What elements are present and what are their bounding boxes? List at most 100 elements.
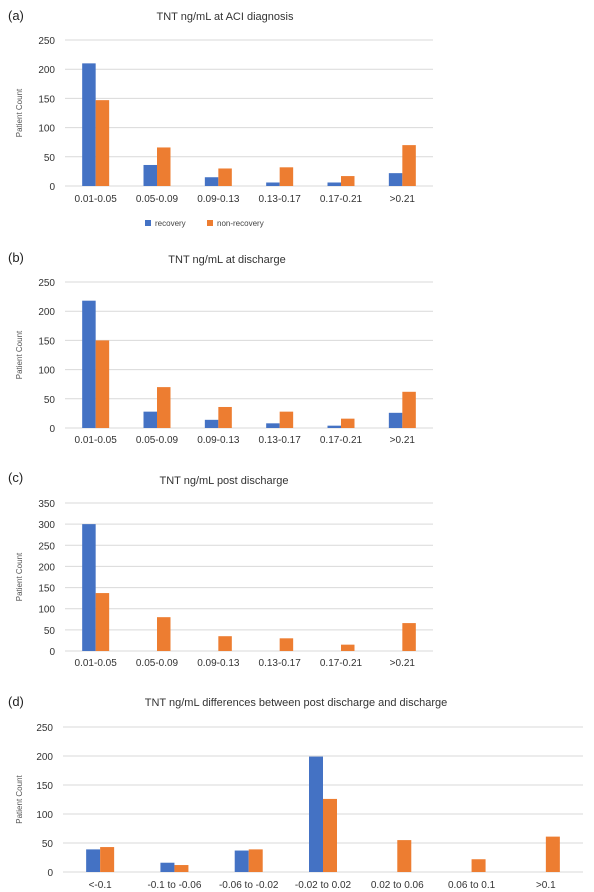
x-tick-label: >0.21 xyxy=(390,194,416,205)
x-tick-label: 0.09-0.13 xyxy=(197,658,240,669)
y-tick-label: 250 xyxy=(38,541,55,552)
y-axis-label: Patient Count xyxy=(15,330,24,379)
x-tick-label: 0.01-0.05 xyxy=(75,658,118,669)
bar-recovery xyxy=(388,412,403,428)
bar-non-recovery xyxy=(341,418,355,428)
x-tick-label: -0.06 to -0.02 xyxy=(219,880,279,891)
x-tick-label: <-0.1 xyxy=(89,880,113,891)
bar-non-recovery xyxy=(279,411,294,428)
y-tick-label: 100 xyxy=(36,810,53,821)
chart-panel-a: (a) TNT ng/mL at ACI diagnosis 0 50 100 150 20… xyxy=(8,8,433,228)
chart-title: TNT ng/mL post discharge xyxy=(159,475,288,487)
bar-recovery xyxy=(86,849,101,872)
bar-non-recovery xyxy=(279,167,294,186)
x-tick-label: 0.01-0.05 xyxy=(75,194,118,205)
x-tick-label: 0.05-0.09 xyxy=(136,194,179,205)
bar-non-recovery xyxy=(100,847,115,872)
y-tick-label: 150 xyxy=(38,94,55,105)
x-tick-label: >0.21 xyxy=(390,435,416,446)
y-tick-label: 0 xyxy=(49,647,55,658)
x-tick-label: 0.09-0.13 xyxy=(197,435,240,446)
y-tick-label: 200 xyxy=(38,307,55,318)
bar-recovery xyxy=(143,411,157,428)
legend-swatch-recovery xyxy=(145,220,151,226)
panel-letter: (b) xyxy=(8,250,24,265)
bar-recovery xyxy=(204,419,219,428)
y-tick-label: 50 xyxy=(44,626,56,637)
y-axis-label: Patient Count xyxy=(15,88,24,137)
bar-recovery xyxy=(204,177,219,186)
y-tick-label: 250 xyxy=(38,36,55,47)
y-tick-label: 150 xyxy=(36,781,53,792)
bar-recovery xyxy=(82,63,96,186)
bar-non-recovery xyxy=(157,617,171,651)
x-tick-label: 0.02 to 0.06 xyxy=(371,880,424,891)
bar-non-recovery xyxy=(157,387,171,428)
bar-non-recovery xyxy=(402,623,416,651)
bar-non-recovery xyxy=(341,644,355,651)
y-tick-label: 0 xyxy=(47,868,53,879)
x-tick-label: 0.17-0.21 xyxy=(320,435,363,446)
x-tick-label: >0.1 xyxy=(536,880,556,891)
bar-recovery xyxy=(234,850,249,872)
bar-recovery xyxy=(266,182,280,186)
x-tick-label: 0.06 to 0.1 xyxy=(448,880,496,891)
legend-label-recovery: recovery xyxy=(155,219,186,228)
x-tick-label: 0.05-0.09 xyxy=(136,658,179,669)
bar-recovery xyxy=(327,425,341,428)
y-tick-label: 200 xyxy=(38,562,55,573)
y-tick-label: 350 xyxy=(38,499,55,510)
bar-non-recovery xyxy=(95,100,110,186)
bar-non-recovery xyxy=(174,865,189,872)
bar-non-recovery xyxy=(471,859,486,872)
bar-non-recovery xyxy=(95,340,110,428)
panel-letter: (a) xyxy=(8,8,24,23)
y-tick-label: 50 xyxy=(44,395,56,406)
legend-swatch-non-recovery xyxy=(207,220,213,226)
bar-non-recovery xyxy=(341,176,355,186)
bar-non-recovery xyxy=(218,168,232,186)
bar-recovery xyxy=(266,423,280,428)
y-tick-label: 300 xyxy=(38,520,55,531)
chart-title: TNT ng/mL at discharge xyxy=(168,254,285,266)
bar-recovery xyxy=(309,756,323,872)
bar-non-recovery xyxy=(402,145,416,186)
x-tick-label: >0.21 xyxy=(390,658,416,669)
bar-recovery xyxy=(82,300,96,428)
bar-recovery xyxy=(388,173,403,186)
bar-non-recovery xyxy=(545,836,560,872)
x-tick-label: 0.13-0.17 xyxy=(259,658,302,669)
chart-title: TNT ng/mL differences between post disch… xyxy=(145,697,447,709)
x-tick-label: 0.17-0.21 xyxy=(320,194,363,205)
panel-letter: (d) xyxy=(8,694,24,709)
panel-letter: (c) xyxy=(8,470,23,485)
y-tick-label: 200 xyxy=(38,65,55,76)
bar-recovery xyxy=(327,182,341,186)
chart-panel-c: (c) TNT ng/mL post discharge 0 50 100 150 200 2… xyxy=(8,470,433,669)
y-tick-label: 100 xyxy=(38,124,55,135)
bar-non-recovery xyxy=(218,406,232,428)
y-tick-label: 250 xyxy=(38,278,55,289)
x-tick-label: 0.01-0.05 xyxy=(75,435,118,446)
y-tick-label: 100 xyxy=(38,605,55,616)
bar-non-recovery xyxy=(95,593,110,651)
y-tick-label: 150 xyxy=(38,584,55,595)
chart-panel-d: (d) TNT ng/mL differences between post di… xyxy=(8,694,583,891)
x-tick-label: 0.17-0.21 xyxy=(320,658,363,669)
y-tick-label: 50 xyxy=(44,153,56,164)
bar-non-recovery xyxy=(157,147,171,186)
bar-recovery xyxy=(160,862,175,872)
chart-title: TNT ng/mL at ACI diagnosis xyxy=(157,11,294,23)
x-tick-label: 0.13-0.17 xyxy=(259,435,302,446)
bar-non-recovery xyxy=(218,636,232,651)
y-tick-label: 0 xyxy=(49,182,55,193)
bar-non-recovery xyxy=(248,849,263,872)
y-axis-label: Patient Count xyxy=(15,552,24,601)
y-tick-label: 200 xyxy=(36,752,53,763)
bar-recovery xyxy=(143,164,157,186)
legend: recovery non-recovery xyxy=(145,219,264,228)
y-tick-label: 0 xyxy=(49,424,55,435)
y-axis-label: Patient Count xyxy=(15,774,24,823)
bar-non-recovery xyxy=(279,638,294,651)
